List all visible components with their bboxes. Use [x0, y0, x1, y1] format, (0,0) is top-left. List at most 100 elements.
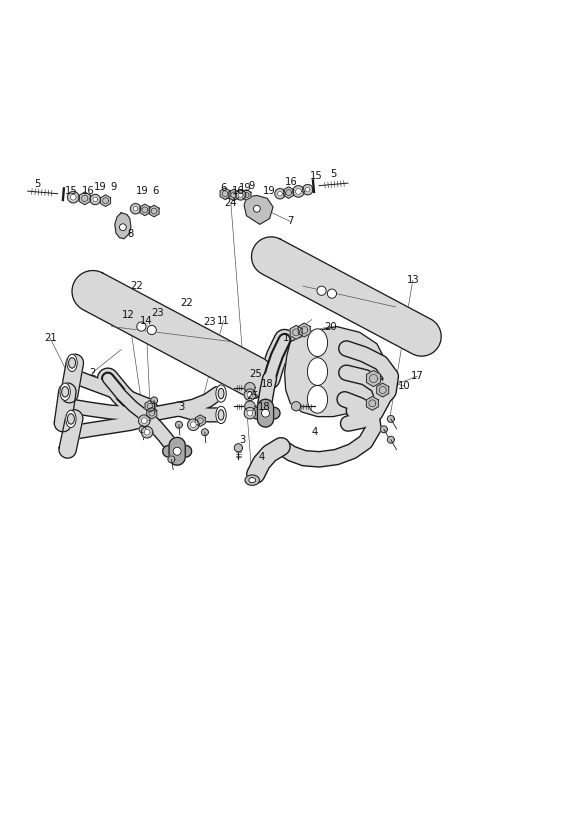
Polygon shape — [100, 195, 111, 207]
Text: 18: 18 — [258, 402, 270, 412]
Polygon shape — [298, 323, 310, 337]
Polygon shape — [202, 428, 208, 436]
Polygon shape — [292, 401, 301, 411]
Text: 1: 1 — [283, 333, 289, 343]
Text: 4: 4 — [311, 427, 318, 438]
Polygon shape — [238, 193, 243, 197]
Ellipse shape — [249, 478, 256, 483]
Polygon shape — [150, 397, 157, 404]
Polygon shape — [247, 410, 253, 416]
Polygon shape — [367, 371, 381, 386]
Text: 19: 19 — [93, 182, 106, 192]
Text: 16: 16 — [285, 177, 298, 187]
Text: 14: 14 — [140, 316, 152, 325]
Text: 19: 19 — [263, 186, 276, 196]
Text: 19: 19 — [136, 186, 149, 196]
Polygon shape — [381, 426, 387, 433]
Circle shape — [261, 409, 269, 417]
Polygon shape — [68, 191, 79, 203]
Text: 18: 18 — [261, 379, 273, 389]
Text: 5: 5 — [34, 179, 41, 189]
Polygon shape — [169, 438, 185, 465]
Circle shape — [147, 325, 156, 335]
Text: 2: 2 — [89, 368, 96, 377]
Polygon shape — [188, 419, 199, 430]
Text: 23: 23 — [151, 307, 164, 318]
Polygon shape — [296, 189, 301, 194]
Polygon shape — [244, 407, 256, 419]
Polygon shape — [140, 204, 150, 216]
Circle shape — [254, 205, 261, 213]
Polygon shape — [220, 188, 230, 199]
Text: 25: 25 — [250, 369, 262, 380]
Polygon shape — [275, 189, 285, 199]
Polygon shape — [168, 456, 175, 463]
Text: 9: 9 — [248, 180, 254, 190]
Text: 15: 15 — [65, 186, 78, 196]
Polygon shape — [147, 407, 157, 419]
Ellipse shape — [307, 386, 328, 413]
Polygon shape — [163, 446, 192, 457]
Text: 3: 3 — [239, 435, 245, 445]
Circle shape — [327, 289, 336, 298]
Polygon shape — [115, 213, 131, 239]
Polygon shape — [61, 354, 83, 403]
Polygon shape — [59, 410, 83, 458]
Ellipse shape — [307, 358, 328, 386]
Circle shape — [137, 322, 146, 331]
Polygon shape — [131, 204, 141, 214]
Polygon shape — [258, 400, 273, 427]
Text: 16: 16 — [232, 186, 245, 196]
Polygon shape — [244, 195, 273, 224]
Ellipse shape — [307, 329, 328, 357]
Polygon shape — [141, 418, 147, 424]
Text: 19: 19 — [239, 183, 252, 193]
Polygon shape — [244, 389, 256, 400]
Text: 17: 17 — [411, 371, 424, 382]
Polygon shape — [93, 197, 97, 202]
Ellipse shape — [218, 388, 224, 399]
Text: 24: 24 — [224, 198, 237, 208]
Polygon shape — [305, 187, 310, 192]
Polygon shape — [242, 190, 251, 200]
Text: 23: 23 — [203, 317, 216, 327]
Text: 12: 12 — [122, 310, 135, 320]
Ellipse shape — [62, 386, 69, 397]
Text: 6: 6 — [153, 186, 159, 196]
Ellipse shape — [69, 358, 76, 368]
Polygon shape — [191, 422, 196, 428]
Ellipse shape — [245, 475, 259, 485]
Ellipse shape — [60, 383, 71, 400]
Polygon shape — [290, 325, 302, 339]
Polygon shape — [54, 383, 76, 432]
Polygon shape — [251, 236, 441, 356]
Polygon shape — [229, 189, 239, 201]
Text: 4: 4 — [258, 452, 265, 462]
Polygon shape — [247, 391, 253, 397]
Polygon shape — [283, 187, 294, 199]
Text: 3: 3 — [178, 402, 185, 412]
Text: 16: 16 — [82, 186, 94, 196]
Polygon shape — [139, 415, 150, 427]
Polygon shape — [387, 415, 394, 423]
Text: 10: 10 — [398, 381, 410, 391]
Polygon shape — [245, 401, 255, 411]
Text: 9: 9 — [110, 182, 117, 192]
Polygon shape — [377, 383, 389, 397]
Circle shape — [120, 224, 127, 231]
Text: 8: 8 — [128, 229, 134, 239]
Polygon shape — [195, 415, 205, 427]
Text: 5: 5 — [330, 169, 336, 179]
Polygon shape — [234, 444, 243, 452]
Circle shape — [317, 286, 326, 295]
Polygon shape — [278, 191, 282, 196]
Text: 6: 6 — [220, 183, 227, 193]
Polygon shape — [134, 207, 138, 211]
Text: 22: 22 — [180, 298, 193, 308]
Ellipse shape — [66, 410, 76, 428]
Text: 11: 11 — [217, 316, 230, 325]
Polygon shape — [139, 426, 146, 433]
Text: 13: 13 — [406, 275, 419, 285]
Ellipse shape — [67, 354, 78, 372]
Polygon shape — [71, 194, 76, 200]
